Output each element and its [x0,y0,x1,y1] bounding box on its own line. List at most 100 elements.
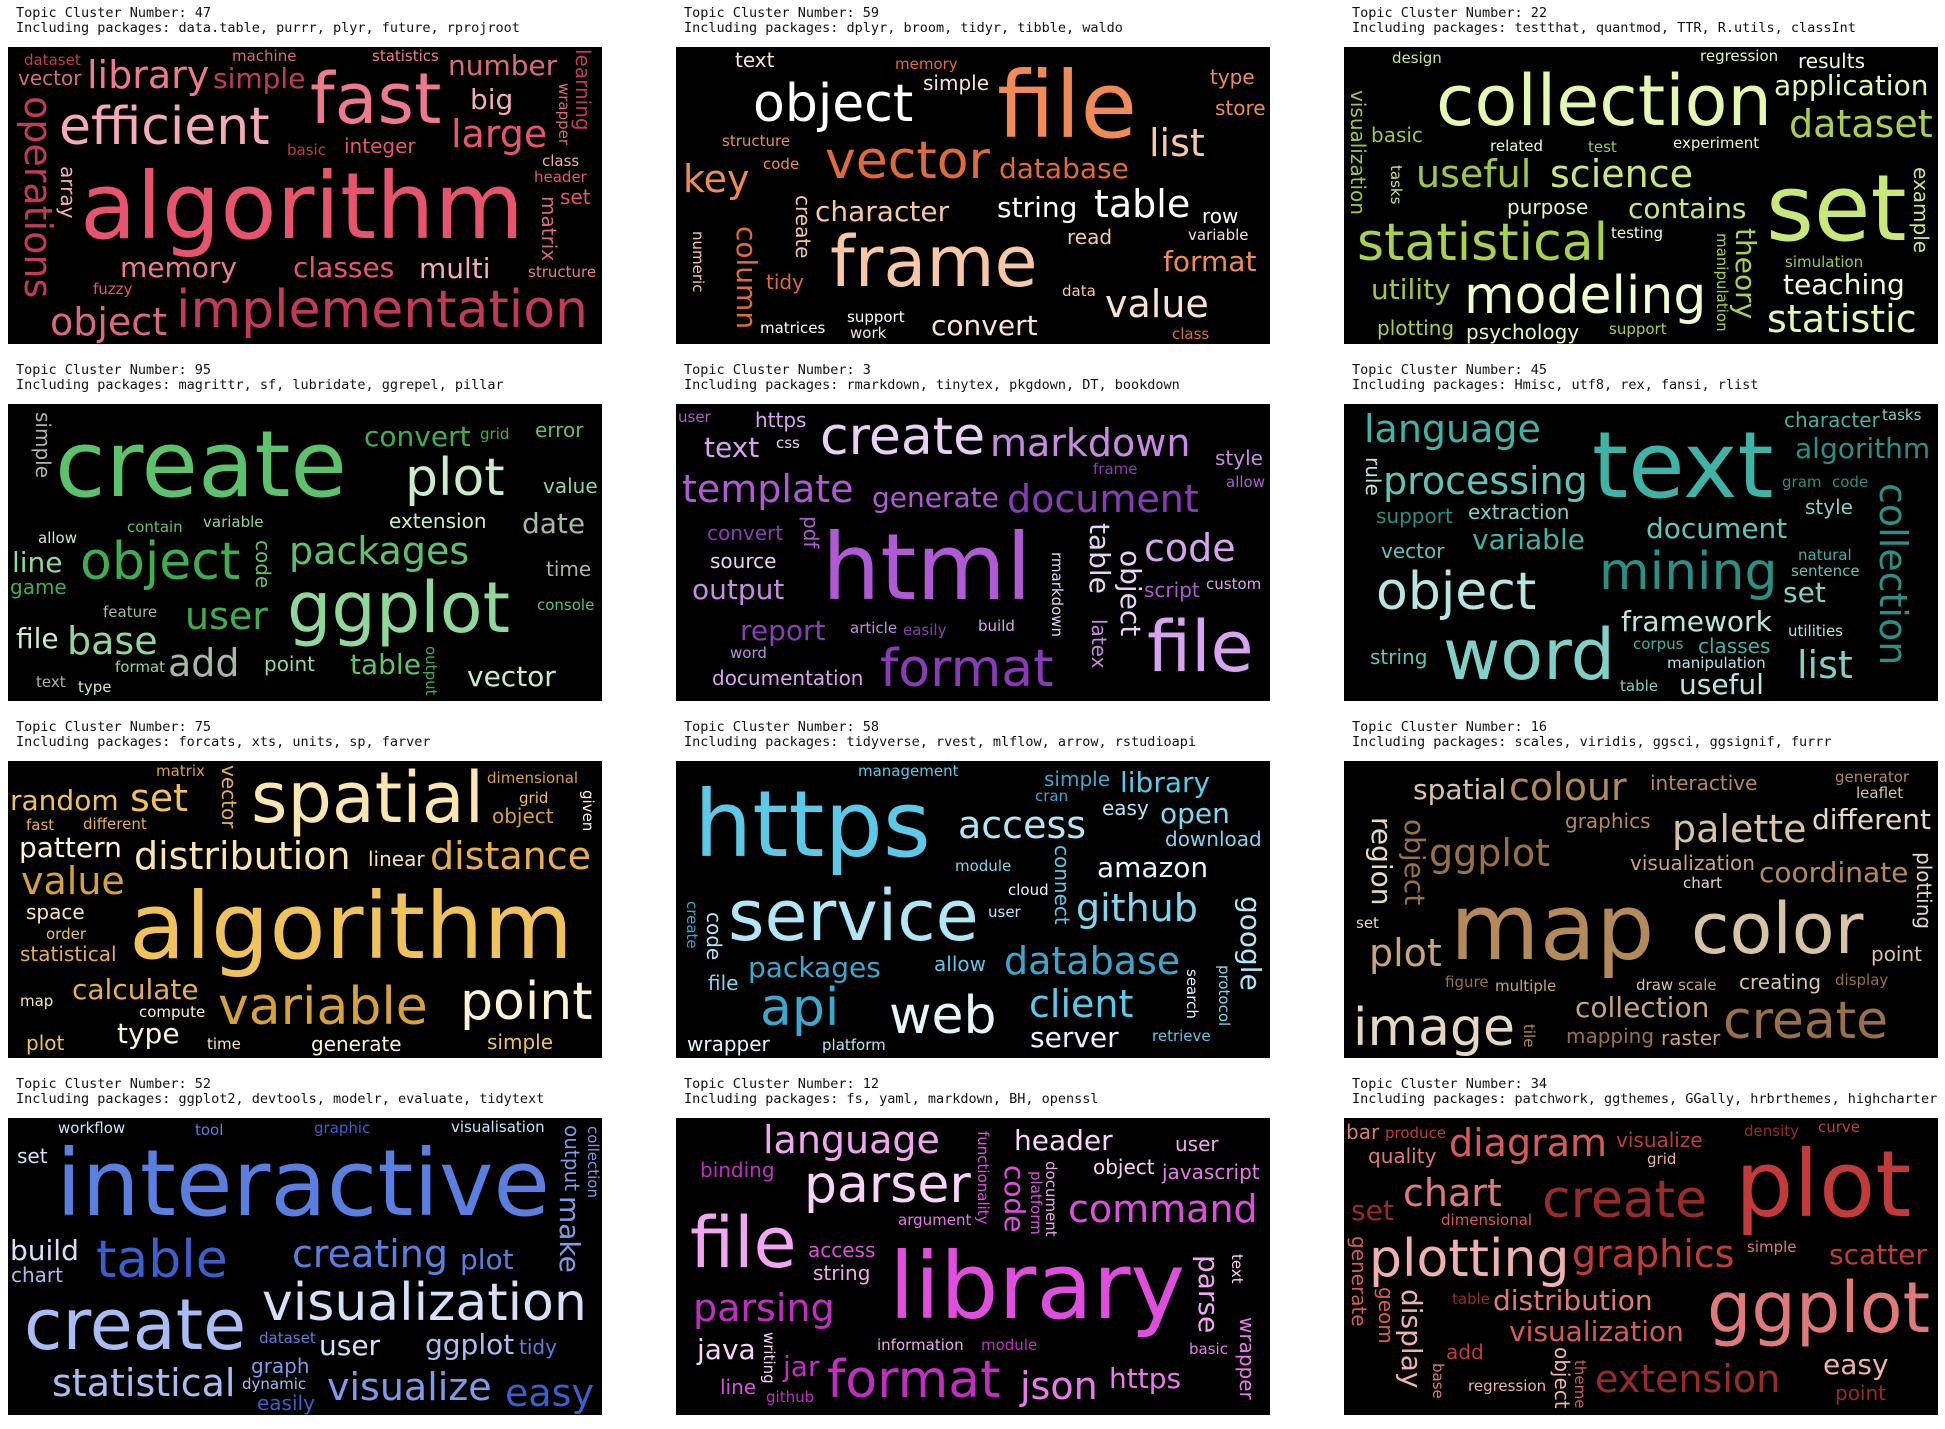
cloud-word: format [115,658,166,676]
word-cloud: file frame object vector value key list table co… [676,47,1270,344]
cloud-word: search [1183,969,1201,1019]
cloud-word: matrices [760,319,826,337]
cloud-word: output [560,1125,584,1191]
word-cloud: https service api web github client access data… [676,761,1270,1058]
word-cloud: plot ggplot create plotting diagram graphics c… [1344,1118,1938,1415]
cloud-word: plotting [1912,852,1936,930]
cloud-word: machine [232,47,297,65]
cloud-word: statistical [1357,213,1609,273]
cloud-word: frame [830,221,1038,303]
cloud-word: vector [217,765,241,829]
cloud-word: numeric [689,231,707,293]
cloud-word: variable [203,513,264,531]
cloud-word: github [1076,886,1198,930]
cloud-word: operations [16,96,60,299]
cloud-word: distribution [134,834,351,878]
cloud-word: cran [1035,787,1069,805]
cluster-title: Topic Cluster Number: 59 [684,5,880,21]
cloud-word: table [1620,677,1658,695]
cloud-word: basic [1371,123,1423,147]
cloud-word: raster [1661,1026,1721,1050]
cloud-word: simulation [1785,253,1864,271]
cloud-word: platform [1027,1171,1045,1235]
cloud-word: tidy [519,1335,557,1359]
cloud-word: table [1452,1290,1490,1308]
cloud-word: generate [311,1032,402,1056]
cloud-word: region [1365,817,1398,906]
cloud-word: code [251,540,275,589]
cloud-word: grid [519,789,549,807]
cloud-word: graphics [1565,809,1651,833]
cloud-word: testing [1611,224,1664,242]
cloud-word: create [1542,1170,1708,1230]
cluster-title: Topic Cluster Number: 45 [1352,362,1548,378]
cloud-word: object [1550,1347,1574,1409]
cluster-title: Topic Cluster Number: 95 [16,362,212,378]
cloud-word: utilities [1788,622,1843,640]
cluster-title: Topic Cluster Number: 47 [16,5,212,21]
cloud-word: statistics [372,47,439,65]
cloud-word: plot [1369,931,1442,975]
cloud-word: work [850,324,887,342]
cloud-word: cloud [1008,881,1049,899]
cloud-word: output [422,646,440,696]
cloud-word: useful [1416,152,1532,196]
cloud-word: text [735,48,775,72]
cloud-word: tool [195,1121,224,1139]
cloud-word: access [958,803,1087,847]
cloud-word: ggplot [425,1328,515,1361]
cloud-word: classes [1698,634,1771,658]
cloud-word: platform [822,1036,886,1054]
cloud-word: console [537,596,595,614]
cloud-word: database [999,152,1129,185]
cloud-word: output [692,573,785,606]
cloud-word: list [1149,121,1205,165]
cloud-word: simple [31,412,55,479]
cloud-word: figure [1445,973,1489,991]
cloud-word: value [21,859,125,903]
cloud-word: extraction [1468,500,1570,524]
cloud-word: retrieve [1152,1027,1211,1045]
cloud-word: processing [1383,459,1588,503]
cloud-word: script [1144,578,1200,602]
cloud-word: chart [1683,874,1722,892]
cloud-word: dataset [1789,102,1933,146]
cloud-word: vector [467,660,556,693]
cloud-word: list [1797,643,1853,687]
cloud-word: object [1376,562,1537,622]
cloud-word: map [1450,874,1655,981]
cloud-word: contains [1628,192,1747,225]
cloud-word: wrapper [555,83,573,146]
cloud-word: game [10,575,67,599]
cloud-word: map [20,992,54,1010]
cloud-word: statistic [1767,297,1917,341]
cloud-word: code [702,912,726,961]
word-cloud: interactive create table visualization visua… [8,1118,602,1415]
cloud-word: dimensional [487,769,579,787]
cloud-word: example [1909,167,1933,254]
cloud-word: plotting [1377,316,1455,340]
cloud-word: read [1067,225,1113,249]
cloud-word: workflow [58,1119,126,1137]
cloud-word: object [50,300,168,344]
cloud-word: wrapper [687,1032,770,1056]
cloud-word: row [1202,204,1239,228]
cloud-word: extension [1595,1357,1781,1401]
cloud-word: natural [1798,546,1852,564]
cloud-word: table [350,648,421,681]
cloud-word: convert [364,420,471,453]
cloud-word: file [690,1202,797,1284]
cloud-word: language [1364,407,1541,451]
cloud-word: jar [783,1350,820,1383]
cloud-word: draw [1636,976,1674,994]
cluster-packages: Including packages: forcats, xts, units,… [16,734,431,750]
cloud-word: module [981,1336,1038,1354]
cloud-word: code [763,155,800,173]
cloud-word: tasks [1387,165,1405,205]
cloud-word: diagram [1449,1121,1608,1165]
cloud-word: file [708,971,739,995]
cloud-word: simple [923,71,990,95]
cloud-word: geom [1374,1287,1398,1344]
cloud-word: access [808,1238,876,1262]
cloud-word: dynamic [242,1375,307,1393]
